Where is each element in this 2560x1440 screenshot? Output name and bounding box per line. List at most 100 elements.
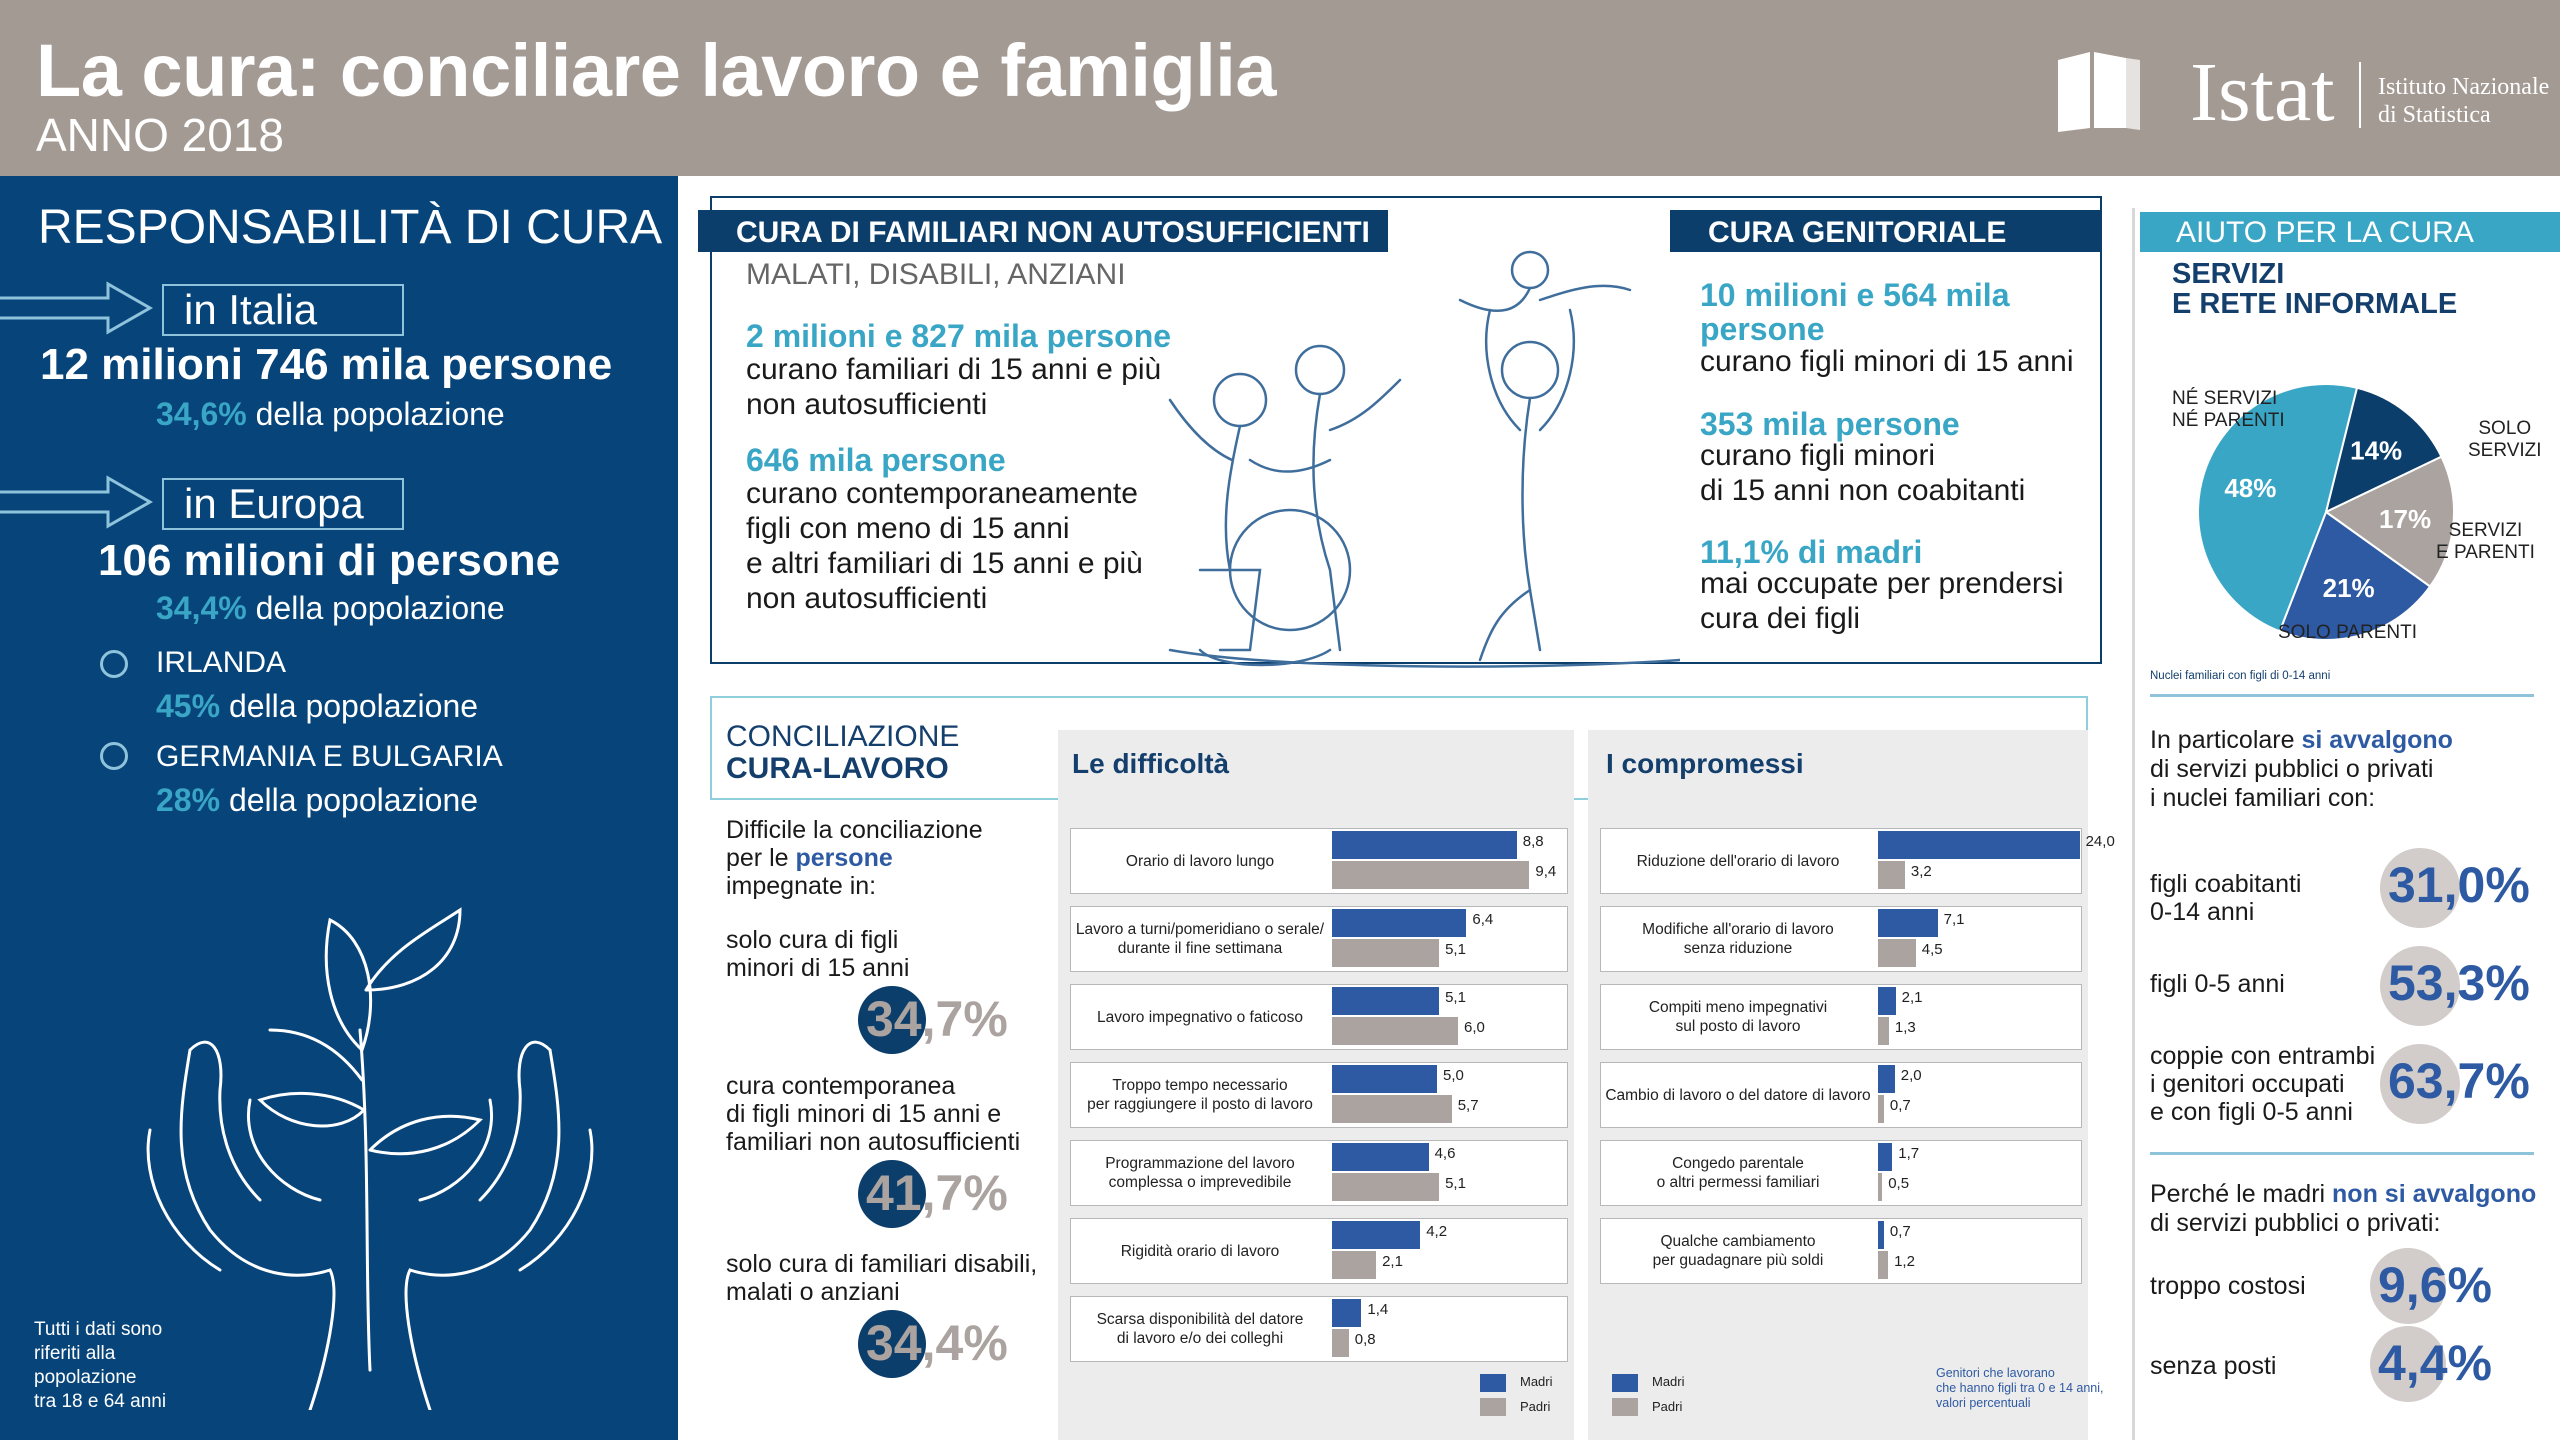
pie-slice-label: 48% (2224, 473, 2276, 503)
genitoriale-stat2-value: 353 mila persone (1700, 406, 1960, 442)
bar-padri (1332, 1017, 1458, 1045)
familiari-header: CURA DI FAMILIARI NON AUTOSUFFICIENTI (698, 210, 1388, 252)
cura-top-box (710, 196, 2102, 664)
irlanda-pct: 45% (156, 688, 221, 724)
chart-category-line: di lavoro e/o dei colleghi (1116, 1330, 1284, 1347)
text-line: 10 milioni e 564 mila (1700, 277, 2010, 313)
bar-madri (1332, 831, 1517, 859)
chart-row (1070, 1062, 1568, 1128)
bar-madri (1332, 909, 1467, 937)
text-highlight: si avvalgono (2301, 726, 2453, 754)
arrow-right-icon (0, 281, 154, 335)
chart-category-label: Scarsa disponibilità del datore di lavoro… (1072, 1310, 1328, 1348)
europa-value: 106 milioni di persone (98, 536, 561, 585)
compromessi-chart: Riduzione dell'orario di lavoro 24,0 3,2 Mo… (1600, 828, 2115, 1308)
bar-value-label: 5,1 (1445, 989, 1466, 1006)
legend-padri-label: Padri (1652, 1399, 1683, 1414)
text-line: familiari non autosufficienti (726, 1128, 1021, 1156)
chart-category-line: Riduzione dell'orario di lavoro (1636, 852, 1840, 870)
chart-category-label: Troppo tempo necessario per raggiungere i… (1072, 1076, 1328, 1114)
genitoriale-stat2-text: curano figli minori di 15 anni non coabi… (1700, 438, 2025, 508)
note-line: tra 18 e 64 anni (34, 1391, 167, 1412)
bar-padri (1332, 861, 1530, 889)
text-line: per le (726, 844, 789, 872)
text-line: e con figli 0-5 anni (2150, 1098, 2353, 1126)
bar-value-label: 1,4 (1367, 1301, 1389, 1318)
bar-madri (1332, 1221, 1421, 1249)
text-line: cura dei figli (1700, 602, 1861, 635)
pct-circle (2380, 848, 2460, 928)
caregivers-illustration-icon (1168, 250, 1680, 668)
text-line: coppie con entrambi (2150, 1042, 2376, 1070)
text-line: di figli minori di 15 anni e (726, 1100, 1002, 1128)
legend-padri-label: Padri (1520, 1399, 1551, 1414)
chart-category-line: Cambio di lavoro o del datore di lavoro (1605, 1086, 1871, 1104)
bar-madri (1878, 1065, 1895, 1093)
bar-padri (1332, 1251, 1377, 1279)
pie-slice-label: 17% (2379, 504, 2431, 534)
aiuto-item1-pct: 31,0% (2388, 857, 2530, 913)
bar-padri (1878, 1251, 1889, 1279)
bar-value-label: 4,6 (1434, 1145, 1456, 1162)
aiuto-particolare: In particolare si avvalgono di servizi p… (2150, 726, 2453, 813)
familiari-stat1-value: 2 milioni e 827 mila persone (746, 318, 1172, 354)
text-line: figli coabitanti (2150, 870, 2302, 898)
bar-madri (1878, 987, 1896, 1015)
chart-category-label: Modifiche all'orario di lavoro senza ridu… (1602, 920, 1874, 958)
text-line: E PARENTI (2436, 542, 2535, 563)
chart-row (1070, 906, 1568, 972)
bar-padri (1878, 939, 1916, 967)
hands-plant-icon (146, 907, 594, 1410)
legend-madri-swatch (1480, 1374, 1506, 1392)
chart-category-line: Congedo parentale (1672, 1155, 1804, 1172)
right-divider (2132, 208, 2135, 1440)
legend-madri-label: Madri (1652, 1374, 1685, 1389)
chart-category-label: Compiti meno impegnativi sul posto di lav… (1602, 998, 1874, 1036)
compromessi-title: I compromessi (1606, 748, 1804, 779)
text-line: Difficile la conciliazione (726, 816, 983, 844)
aiuto-sub1: SERVIZI (2172, 258, 2285, 290)
chart-category-label: Riduzione dell'orario di lavoro (1602, 852, 1874, 871)
chart-category-line: Troppo tempo necessario (1112, 1077, 1288, 1094)
text-line: e altri familiari di 15 anni e più (746, 547, 1143, 580)
europa-pct: 34,4% (156, 590, 247, 626)
irlanda-label: IRLANDA (156, 646, 287, 679)
genitoriale-stat1-value: 10 milioni e 564 mila persone (1700, 278, 2009, 346)
irlanda-pct-text: della popolazione (228, 688, 479, 724)
reason2-pct: 4,4% (2378, 1335, 2492, 1391)
logo-sub2: di Statistica (2378, 102, 2491, 128)
left-note: Tutti i dati sono riferiti alla popolazi… (34, 1318, 166, 1414)
text-line: i nuclei familiari con: (2150, 784, 2376, 812)
conciliazione-title1: CONCILIAZIONE (726, 720, 960, 753)
conc-item1-label: solo cura di figli minori di 15 anni (726, 926, 909, 982)
page-title: La cura: conciliare lavoro e famiglia (36, 29, 1276, 112)
chart-row (1070, 1140, 1568, 1206)
note-line: riferiti alla (34, 1343, 116, 1364)
aiuto-sub2: E RETE INFORMALE (2172, 288, 2458, 320)
chart-category-line: sul posto di lavoro (1675, 1018, 1801, 1035)
chart-category-label: Orario di lavoro lungo (1072, 852, 1328, 871)
bar-value-label: 0,7 (1889, 1223, 1911, 1240)
chart-category-line: per guadagnare più soldi (1652, 1252, 1824, 1269)
pie-slice (2324, 386, 2443, 514)
pie-slice (2197, 383, 2359, 633)
reason1-label: troppo costosi (2150, 1272, 2306, 1300)
legend-madri-swatch (1612, 1374, 1638, 1392)
chart-row (1070, 1218, 1568, 1284)
aiuto-item2-label: figli 0-5 anni (2150, 970, 2285, 998)
aiuto-pie-chart: 14% 17% 21% 48% (2197, 383, 2455, 641)
pie-label-ne: NÉ SERVIZI NÉ PARENTI (2172, 388, 2285, 432)
chart-category-line: Lavoro a turni/pomeridiano o serale/ (1075, 921, 1325, 938)
text-line: minori di 15 anni (726, 954, 910, 982)
conciliazione-intro: Difficile la conciliazione per le person… (726, 816, 983, 900)
text-line: valori percentuali (1936, 1396, 2031, 1410)
bar-value-label: 6,0 (1464, 1019, 1485, 1036)
compromessi-note: Genitori che lavorano che hanno figli tr… (1936, 1366, 2103, 1411)
germania-label: GERMANIA E BULGARIA (156, 740, 503, 773)
bar-value-label: 4,5 (1921, 941, 1943, 958)
chart-category-label: Lavoro a turni/pomeridiano o serale/dura… (1072, 920, 1328, 958)
note-line: popolazione (34, 1367, 137, 1388)
chart-category-line: durante il fine settimana (1117, 940, 1283, 957)
chart-category-label: Cambio di lavoro o del datore di lavoro (1602, 1086, 1874, 1105)
bar-madri (1332, 987, 1440, 1015)
